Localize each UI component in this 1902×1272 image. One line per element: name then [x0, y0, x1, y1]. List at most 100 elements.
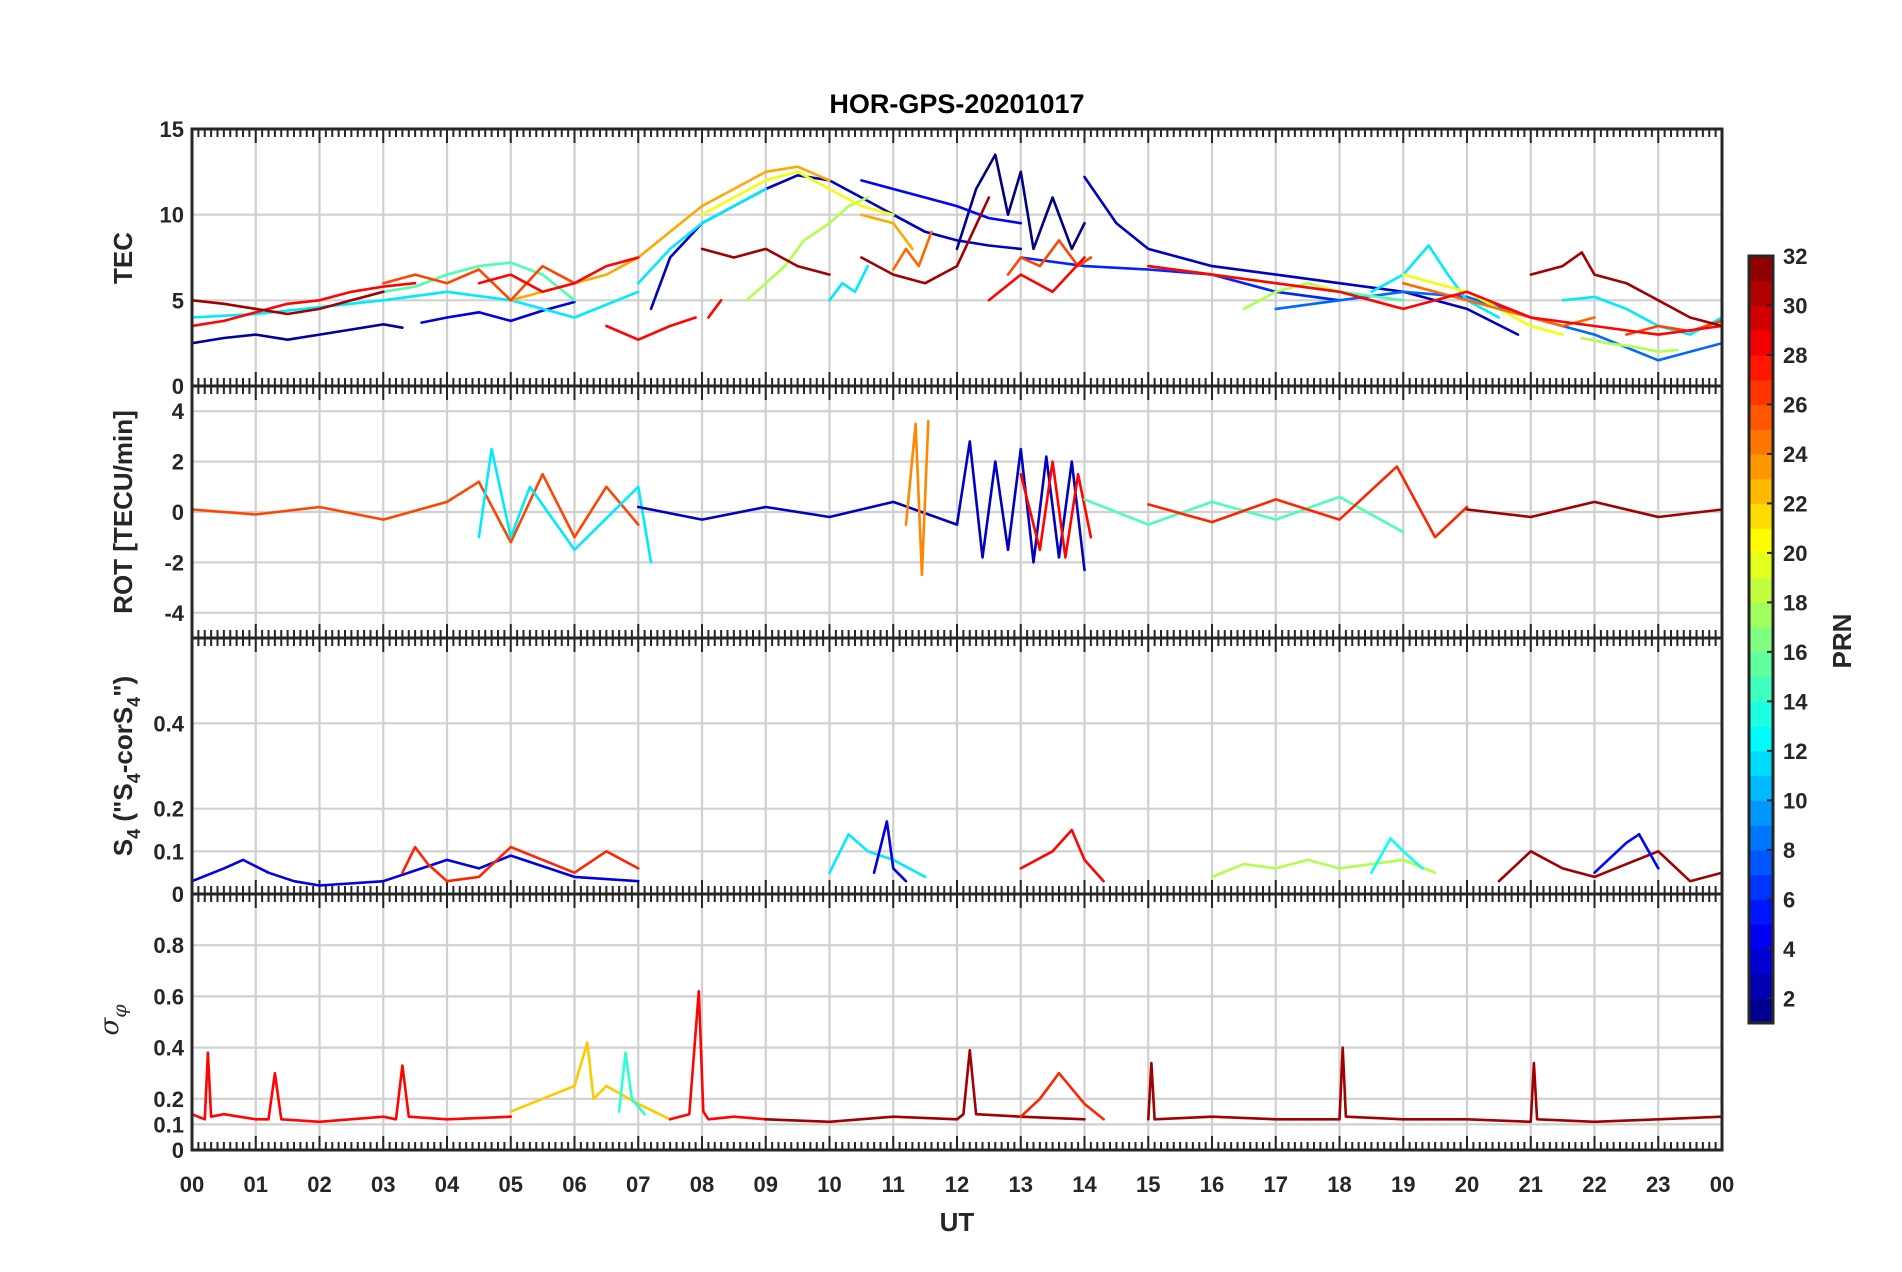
colorbar-segment — [1749, 577, 1773, 603]
series-group — [192, 153, 1722, 362]
x-tick-label: 04 — [435, 1172, 460, 1197]
series-prn-3 — [649, 174, 1023, 311]
series-prn-27 — [401, 845, 640, 883]
y-tick-label: -4 — [164, 601, 184, 626]
colorbar-segment — [1749, 354, 1773, 381]
series-prn-28 — [477, 256, 640, 294]
y-tick-label: 0.1 — [153, 1112, 184, 1137]
series-prn-31 — [764, 1048, 1086, 1124]
series-prn-26 — [1625, 319, 1722, 336]
rot-panel: -4 -2 0 2 4 — [164, 384, 1724, 640]
y-tick-label: 10 — [160, 203, 184, 228]
x-axis-tick-labels: 00 01 02 03 04 05 06 07 08 09 10 11 12 13 14 15 16 17 18 19… — [180, 1172, 1734, 1197]
x-tick-label: 15 — [1136, 1172, 1160, 1197]
series-prn-4 — [872, 820, 908, 883]
colorbar-segment — [1749, 404, 1773, 430]
series-prn-14 — [617, 1051, 646, 1116]
y-tick-label: 2 — [172, 450, 184, 475]
series-group — [192, 820, 1722, 887]
colorbar-segment — [1749, 651, 1773, 678]
series-prn-31 — [1465, 500, 1722, 519]
colorbar-segment — [1749, 676, 1773, 702]
series-prn-6 — [1019, 256, 1341, 302]
y-tick-label: 5 — [172, 288, 184, 313]
colorbar-tick-label: 10 — [1783, 788, 1807, 813]
y-tick-label: 0 — [172, 882, 184, 907]
colorbar-tick-label: 12 — [1783, 739, 1807, 764]
y-tick-label: 0.4 — [153, 1036, 184, 1061]
y-tick-label: 0.4 — [153, 711, 184, 736]
x-tick-label: 05 — [499, 1172, 523, 1197]
colorbar-tick-label: 8 — [1783, 838, 1795, 863]
colorbar-tick-label: 6 — [1783, 887, 1795, 912]
y-tick-label: 0.2 — [153, 1087, 184, 1112]
colorbar-tick-label: 16 — [1783, 640, 1807, 665]
series-prn-5 — [1593, 832, 1660, 875]
x-tick-label: 18 — [1327, 1172, 1351, 1197]
colorbar-segment — [1749, 849, 1773, 876]
x-tick-label: 02 — [307, 1172, 331, 1197]
s4-ylabel: S4 ("S4-corS4") — [108, 676, 144, 856]
colorbar-segment — [1749, 552, 1773, 579]
x-tick-label: 00 — [1710, 1172, 1734, 1197]
series-group — [192, 989, 1722, 1124]
series-prn-8 — [1274, 290, 1722, 362]
colorbar-tick-label: 18 — [1783, 590, 1807, 615]
rot-ylabel: ROT [TECU/min] — [108, 410, 138, 614]
colorbar-segment — [1749, 503, 1773, 529]
colorbar-segment — [1749, 899, 1773, 925]
series-prn-22 — [509, 1041, 672, 1121]
colorbar-tick-label: 30 — [1783, 293, 1807, 318]
x-tick-label: 11 — [882, 1172, 905, 1197]
colorbar-segment — [1749, 924, 1773, 950]
series-prn-2 — [192, 322, 404, 345]
colorbar-segment — [1749, 330, 1773, 356]
series-prn-25 — [1402, 281, 1596, 328]
colorbar-segment — [1749, 453, 1773, 480]
colorbar-segment — [1749, 825, 1773, 851]
series-prn-3 — [1083, 175, 1520, 336]
series-prn-5 — [860, 179, 1023, 225]
y-tick-label: 0.6 — [153, 984, 184, 1009]
colorbar-segment — [1749, 478, 1773, 505]
series-prn-28 — [668, 989, 768, 1121]
series-prn-28 — [605, 316, 697, 342]
series-prn-31 — [1529, 251, 1722, 328]
series-prn-13 — [1370, 837, 1424, 875]
series-prn-28 — [1019, 460, 1093, 559]
x-tick-label: 07 — [626, 1172, 650, 1197]
tec-panel: 0 5 10 15 — [160, 117, 1724, 399]
sigma-phi-panel: 00.10.2 0.4 0.6 0.8 — [153, 892, 1724, 1163]
x-tick-label: 14 — [1072, 1172, 1097, 1197]
colorbar-segment — [1749, 973, 1773, 999]
x-tick-label: 21 — [1519, 1172, 1543, 1197]
series-prn-15 — [381, 261, 576, 302]
colorbar-segment — [1749, 379, 1773, 406]
colorbar-segment — [1749, 701, 1773, 727]
x-tick-label: 23 — [1646, 1172, 1670, 1197]
colorbar-segment — [1749, 602, 1773, 628]
y-tick-label: 4 — [172, 399, 185, 424]
series-prn-26 — [381, 264, 576, 302]
x-tick-label: 06 — [562, 1172, 586, 1197]
series-prn-28 — [1019, 828, 1105, 883]
colorbar-segment — [1749, 280, 1773, 307]
y-tick-label: 0 — [172, 1138, 184, 1163]
colorbar-segment — [1749, 775, 1773, 801]
colorbar-tick-label: 32 — [1783, 244, 1807, 269]
series-prn-23 — [509, 165, 831, 302]
chart-title: HOR-GPS-20201017 — [829, 89, 1084, 119]
x-tick-label: 10 — [817, 1172, 841, 1197]
colorbar-segment — [1749, 429, 1773, 455]
series-prn-12 — [828, 832, 927, 879]
series-prn-12 — [1561, 295, 1722, 336]
x-tick-label: 22 — [1582, 1172, 1606, 1197]
colorbar-tick-label: 4 — [1783, 937, 1796, 962]
series-prn-20 — [1402, 273, 1564, 336]
colorbar-label: PRN — [1827, 614, 1857, 669]
x-tick-label: 00 — [180, 1172, 204, 1197]
s4-panel: 0 0.1 0.2 0.4 — [153, 636, 1724, 907]
colorbar-tick-label: 28 — [1783, 343, 1807, 368]
colorbar-tick-label: 14 — [1783, 689, 1808, 714]
colorbar-segment — [1749, 948, 1773, 975]
